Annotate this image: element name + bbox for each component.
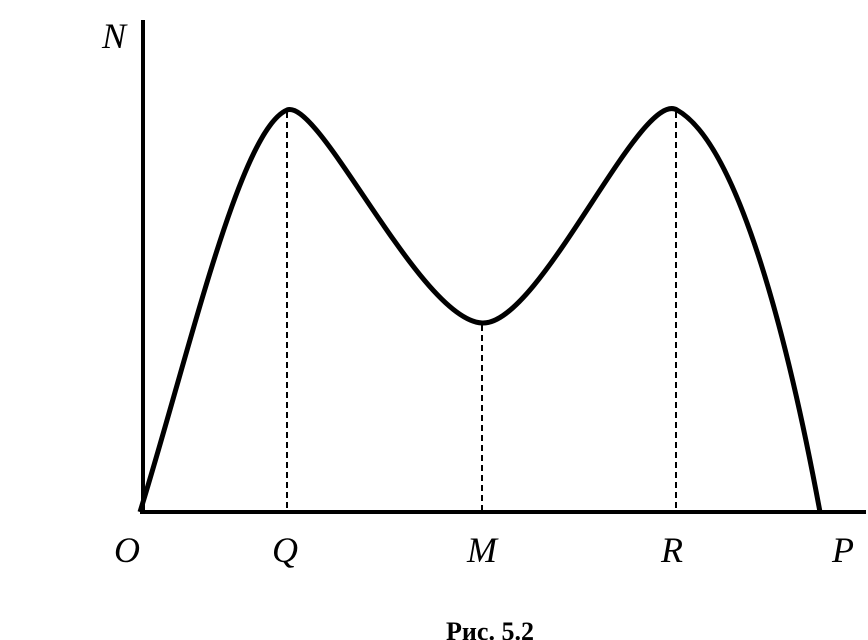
point-label: Q bbox=[272, 530, 298, 570]
guide-lines bbox=[286, 112, 677, 512]
point-label: R bbox=[660, 530, 683, 570]
curve bbox=[137, 106, 823, 513]
y-label: N bbox=[101, 16, 128, 56]
caption: Рис. 5.2 bbox=[446, 617, 534, 640]
x-end-label: P bbox=[831, 530, 854, 570]
point-label: M bbox=[466, 530, 499, 570]
origin-label: O bbox=[114, 530, 140, 570]
